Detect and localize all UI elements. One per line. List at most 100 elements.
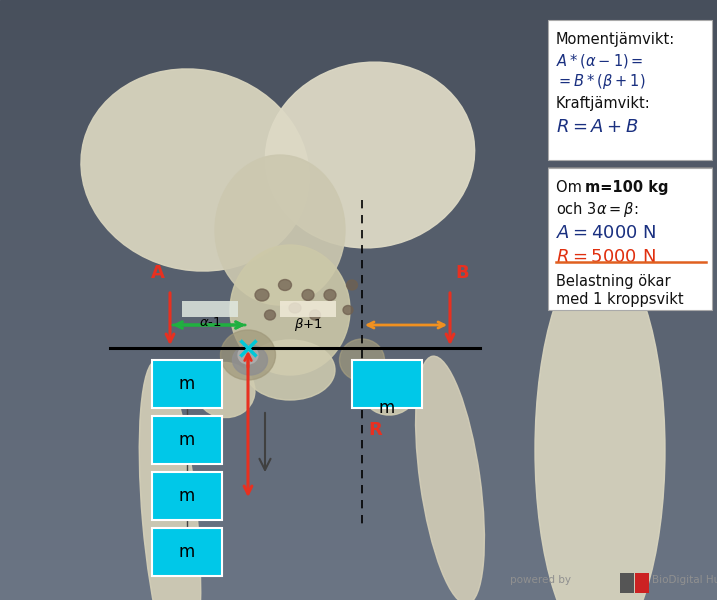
Bar [0,260,717,270]
Text: $R=A+B$: $R=A+B$ [556,118,638,136]
Ellipse shape [289,303,301,313]
Ellipse shape [265,310,275,320]
Text: Om: Om [556,180,587,195]
FancyBboxPatch shape [152,360,222,408]
Bar [0,430,717,440]
Ellipse shape [245,340,335,400]
Bar [0,350,717,360]
Bar [0,120,717,130]
Ellipse shape [215,155,345,305]
Bar [0,80,717,90]
Ellipse shape [310,310,320,320]
Text: med 1 kroppsvikt: med 1 kroppsvikt [556,292,683,307]
FancyBboxPatch shape [352,360,422,408]
Text: B: B [455,264,469,282]
Text: R: R [368,421,381,439]
Bar [0,410,717,420]
FancyBboxPatch shape [548,168,712,310]
Ellipse shape [238,346,258,364]
Bar [0,230,717,240]
Bar [0,250,717,260]
Bar [0,200,717,210]
Text: Belastning ökar: Belastning ökar [556,274,670,289]
Bar [0,440,717,450]
Bar [0,390,717,400]
Bar [0,490,717,500]
Ellipse shape [302,289,314,301]
Bar [0,520,717,530]
Text: Kraftjämvikt:: Kraftjämvikt: [556,96,651,111]
Bar [0,380,717,390]
Bar [0,170,717,180]
Bar [0,570,717,580]
FancyBboxPatch shape [152,416,222,464]
Ellipse shape [324,289,336,301]
FancyBboxPatch shape [152,472,222,520]
Bar [0,420,717,430]
Bar [0,530,717,540]
Bar [0,460,717,470]
Bar [0,300,717,310]
Text: m: m [179,431,195,449]
Text: Momentjämvikt:: Momentjämvikt: [556,32,675,47]
Bar [0,310,717,320]
Bar [0,60,717,70]
Text: m: m [179,543,195,561]
FancyBboxPatch shape [620,573,634,593]
Text: m: m [379,399,395,417]
Ellipse shape [343,305,353,314]
Bar [0,270,717,280]
Bar [0,360,717,370]
Bar [0,510,717,520]
Ellipse shape [230,245,350,375]
Bar [0,30,717,40]
Bar [0,470,717,480]
Ellipse shape [195,362,255,418]
Ellipse shape [363,365,417,415]
FancyBboxPatch shape [280,301,336,317]
Text: A: A [151,264,165,282]
Bar [0,220,717,230]
Bar [0,40,717,50]
Text: $\alpha$-1: $\alpha$-1 [199,316,222,329]
FancyBboxPatch shape [182,301,238,317]
Bar [0,450,717,460]
Bar [0,90,717,100]
Text: $\beta$+1: $\beta$+1 [293,316,323,333]
FancyBboxPatch shape [548,20,712,160]
Text: $R=5000$ N: $R=5000$ N [556,248,656,266]
Bar [0,70,717,80]
Bar [0,560,717,570]
Ellipse shape [346,280,358,290]
Bar [0,370,717,380]
Bar [0,290,717,300]
Bar [0,550,717,560]
Text: $=B*(\beta+1)$: $=B*(\beta+1)$ [556,72,646,91]
Bar [0,280,717,290]
Text: powered by: powered by [510,575,571,585]
Ellipse shape [232,345,267,375]
Text: $A=4000$ N: $A=4000$ N [556,224,657,242]
Ellipse shape [535,250,665,600]
Bar [0,340,717,350]
Bar [0,0,717,10]
Bar [0,50,717,60]
Text: och $3\alpha=\beta$:: och $3\alpha=\beta$: [556,200,638,219]
Bar [0,330,717,340]
Bar [0,160,717,170]
FancyBboxPatch shape [152,528,222,576]
Text: m: m [179,487,195,505]
Bar [0,100,717,110]
Bar [0,590,717,600]
Bar [0,130,717,140]
Bar [0,500,717,510]
FancyBboxPatch shape [635,573,649,593]
Bar [0,10,717,20]
Ellipse shape [340,339,384,381]
Ellipse shape [221,330,275,380]
Ellipse shape [255,289,269,301]
Text: m=100 kg: m=100 kg [585,180,668,195]
Bar [0,210,717,220]
Ellipse shape [278,280,292,290]
Bar [0,20,717,30]
